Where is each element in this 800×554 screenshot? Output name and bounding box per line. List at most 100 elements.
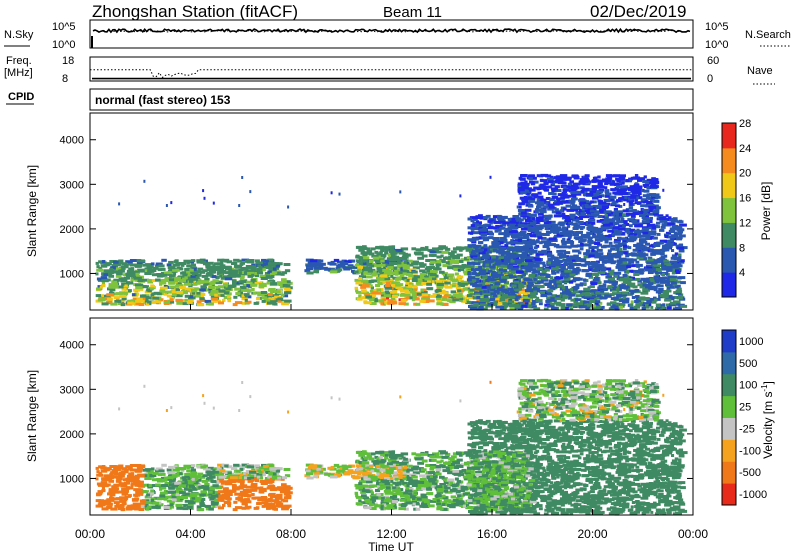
power-echo <box>118 285 124 289</box>
power-echo <box>503 269 508 273</box>
power-echo <box>545 299 550 303</box>
power-echo <box>220 293 225 297</box>
power-echo <box>170 290 177 294</box>
power-echo <box>652 226 656 229</box>
power-echo <box>608 307 615 311</box>
power-echo <box>184 294 190 298</box>
power-echo <box>615 265 623 269</box>
power-echo <box>622 244 627 248</box>
power-echo <box>380 249 385 252</box>
power-echo <box>489 289 496 293</box>
power-echo <box>520 299 524 303</box>
power-echo <box>531 229 540 233</box>
power-echo <box>676 236 683 240</box>
power-echo <box>258 283 265 287</box>
power-echo <box>604 267 612 271</box>
power-echo <box>449 300 456 304</box>
power-echo <box>478 269 486 273</box>
power-echo <box>255 259 260 263</box>
power-echo <box>587 289 592 293</box>
power-echo <box>244 298 248 302</box>
power-echo <box>502 255 508 259</box>
power-echo <box>640 277 648 281</box>
power-echo <box>233 295 238 299</box>
power-echo <box>650 185 657 188</box>
power-echo <box>579 203 582 207</box>
power-echo <box>243 266 248 270</box>
power-echo <box>512 233 521 236</box>
power-echo <box>143 179 146 183</box>
freq-left-label: Freq. <box>6 55 32 67</box>
power-echo <box>366 247 371 251</box>
power-echo <box>658 288 664 291</box>
power-echo <box>651 268 655 272</box>
power-echo <box>98 294 104 298</box>
power-echo <box>656 221 661 225</box>
power-echo <box>492 258 497 262</box>
velocity-echo <box>101 499 108 503</box>
power-echo <box>562 188 570 192</box>
power-echo <box>355 245 361 249</box>
power-echo <box>552 230 560 234</box>
power-echo <box>199 270 205 274</box>
power-echo <box>227 274 232 278</box>
velocity-echo <box>168 506 172 510</box>
power-echo <box>493 245 501 249</box>
power-echo <box>616 179 621 183</box>
power-echo <box>579 247 584 251</box>
velocity-echo <box>117 507 122 511</box>
power-echo <box>462 270 468 274</box>
power-echo <box>585 272 592 276</box>
power-echo <box>444 285 453 289</box>
power-echo <box>155 262 163 266</box>
power-echo <box>525 256 534 260</box>
power-echo <box>472 296 477 300</box>
power-echo <box>273 271 282 275</box>
power-echo <box>528 302 532 306</box>
power-echo <box>625 269 634 273</box>
power-echo <box>533 264 540 267</box>
power-echo <box>355 290 363 294</box>
power-echo <box>605 219 613 222</box>
power-echo <box>283 287 291 291</box>
velocity-echo <box>227 501 232 505</box>
power-echo <box>525 249 530 253</box>
power-echo <box>617 242 623 246</box>
power-echo <box>435 274 439 278</box>
power-echo <box>475 268 482 271</box>
power-echo <box>535 210 539 214</box>
power-echo <box>489 232 494 236</box>
power-echo <box>634 300 642 303</box>
power-echo <box>168 301 172 305</box>
power-echo <box>648 232 656 236</box>
power-echo <box>161 292 166 296</box>
power-echo <box>531 227 536 230</box>
power-echo <box>642 231 649 235</box>
power-echo <box>596 219 603 223</box>
power-echo <box>532 270 541 274</box>
power-echo <box>304 269 309 273</box>
power-echo <box>618 204 623 208</box>
power-echo <box>645 304 649 307</box>
velocity-echo <box>194 499 201 503</box>
power-echo <box>507 217 512 221</box>
power-echo <box>365 267 372 271</box>
velocity-echo <box>193 475 202 479</box>
velocity-echo <box>151 478 157 482</box>
power-echo <box>629 195 637 199</box>
power-echo <box>506 223 513 227</box>
power-echo <box>251 280 258 284</box>
power-echo <box>598 188 605 192</box>
power-echo <box>369 289 377 293</box>
power-echo <box>179 267 183 271</box>
power-echo <box>587 240 594 243</box>
velocity-echo <box>171 498 177 502</box>
power-echo <box>563 207 567 211</box>
power-echo <box>439 289 446 293</box>
power-echo <box>376 299 384 303</box>
power-echo <box>487 236 494 240</box>
power-echo <box>255 262 264 266</box>
power-echo <box>280 293 285 297</box>
power-echo <box>666 289 672 293</box>
power-echo <box>165 204 168 207</box>
